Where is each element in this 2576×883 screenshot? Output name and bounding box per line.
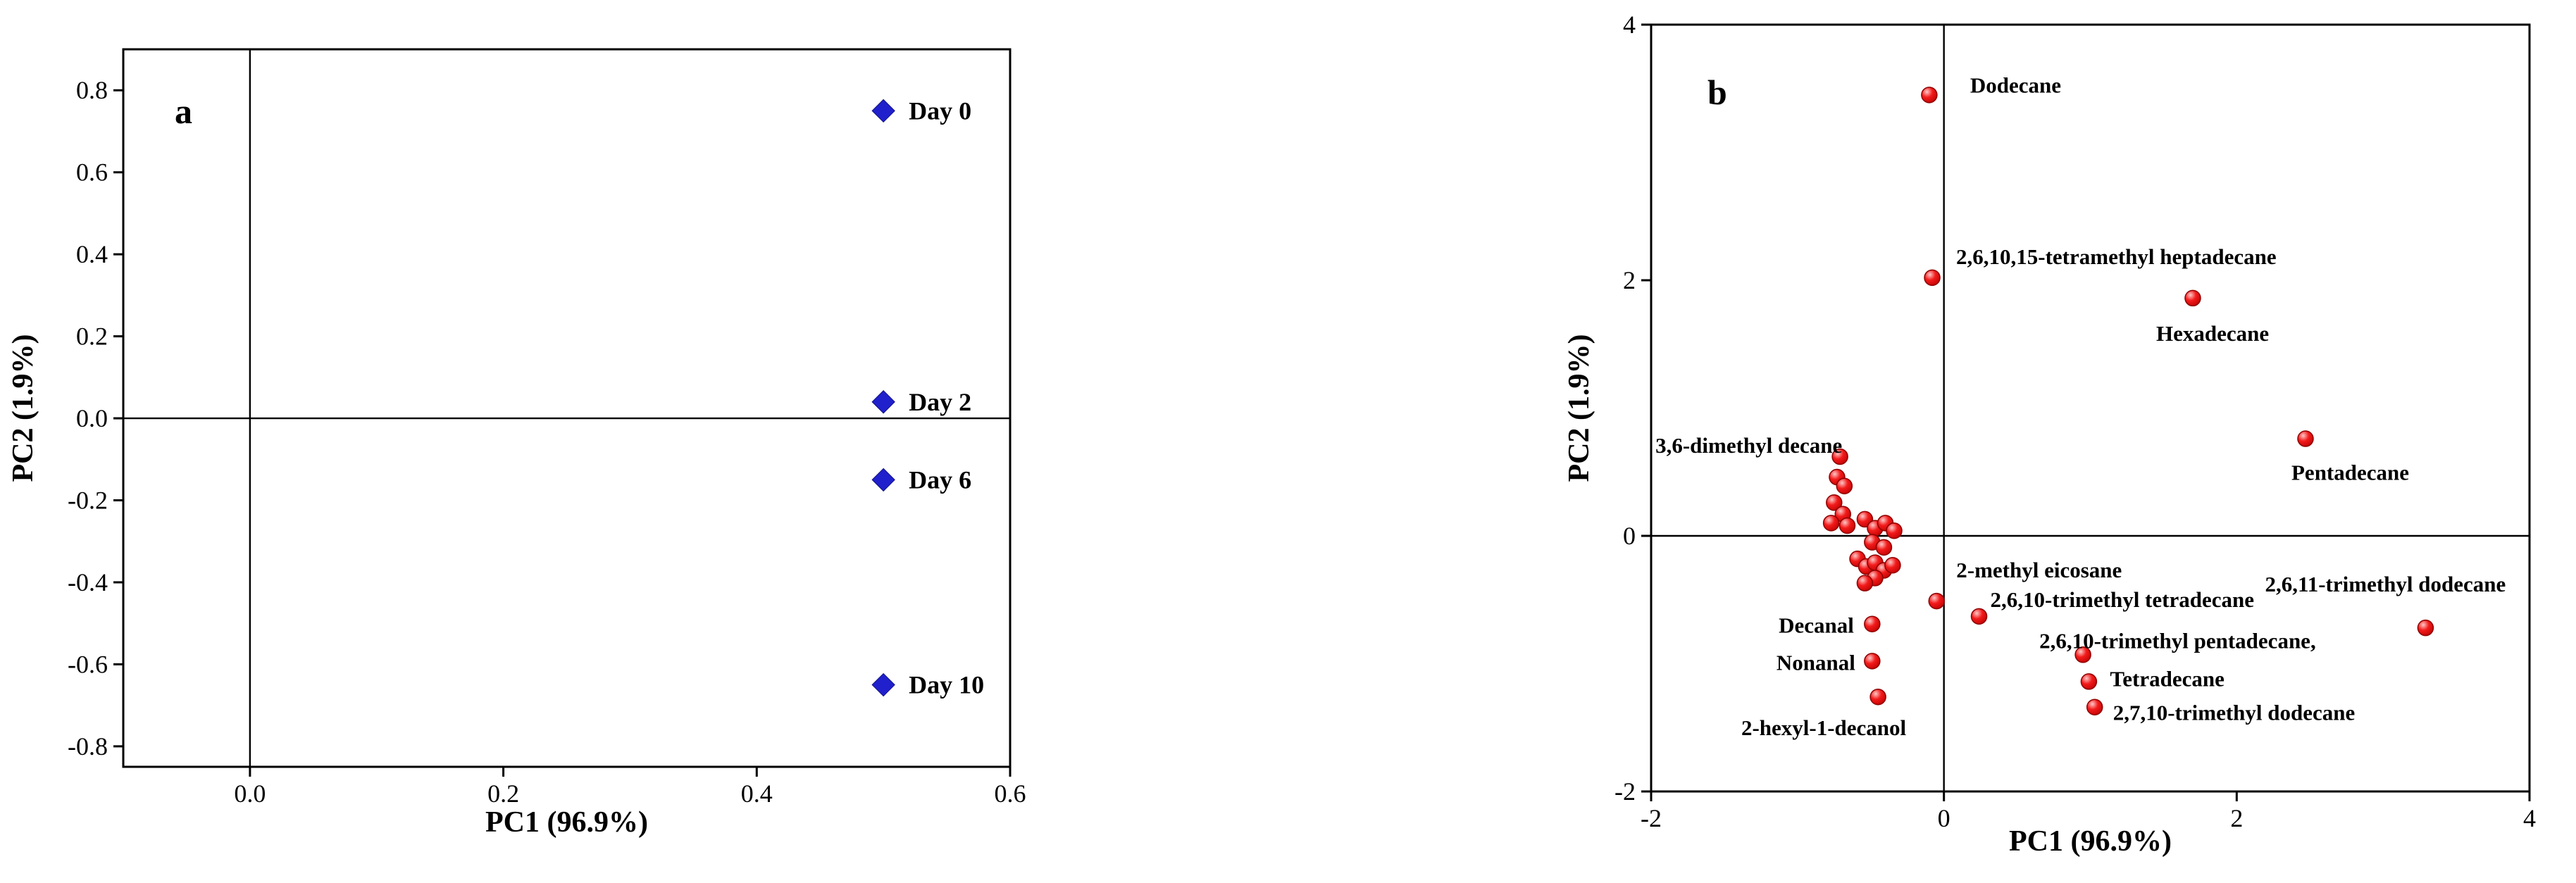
data-point-label: 2-hexyl-1-decanol — [1741, 715, 1907, 740]
data-point — [1875, 539, 1893, 556]
data-point — [2184, 289, 2201, 307]
data-point-label: 3,6-dimethyl decane — [1655, 433, 1842, 458]
data-point — [1928, 592, 1946, 610]
y-tick-label: 0.4 — [76, 240, 108, 268]
data-point-label: 2,6,11-trimethyl dodecane — [2265, 572, 2506, 596]
data-point — [1831, 448, 1848, 465]
x-tick-label: 0.4 — [741, 779, 773, 808]
y-axis-title: PC2 (1.9%) — [7, 334, 39, 482]
data-point-label: Day 0 — [909, 96, 971, 125]
data-point — [1864, 653, 1881, 670]
data-point-label: Tetradecane — [2110, 666, 2224, 691]
data-point — [1886, 522, 1903, 539]
panel-a: 0.0 0.2 0.4 0.6 -0.8 -0.6 -0.4 -0.2 0.0 0.2 0.4 0.6… — [7, 48, 1026, 839]
data-point — [1826, 494, 1843, 511]
data-point-label: 2,6,10-trimethyl pentadecane, — [2039, 628, 2316, 653]
data-point — [871, 468, 895, 492]
data-point-label: 2,7,10-trimethyl dodecane — [2113, 701, 2356, 725]
y-tick-label: -0.4 — [68, 568, 108, 596]
x-tick-label: 0 — [1938, 804, 1950, 832]
plot-frame — [1650, 23, 2531, 793]
data-point-label: Decanal — [1779, 613, 1854, 638]
data-point-label: 2,6,10,15-tetramethyl heptadecane — [1956, 244, 2277, 269]
plot-frame — [122, 48, 1012, 768]
data-point — [1838, 517, 1856, 534]
data-point — [1924, 269, 1941, 287]
data-point — [1869, 688, 1886, 706]
y-tick-label: 0 — [1623, 522, 1636, 550]
panel-letter-a: a — [175, 92, 192, 131]
y-tick-label: -0.6 — [68, 650, 108, 678]
data-point — [1970, 608, 1988, 625]
y-axis-title: PC2 (1.9%) — [1563, 334, 1595, 482]
data-point — [1856, 575, 1874, 591]
data-point — [1884, 556, 1901, 574]
y-tick-label: -0.8 — [68, 732, 108, 760]
y-tick-label: -0.2 — [68, 487, 108, 515]
x-tick-label: 0.6 — [995, 779, 1026, 808]
data-point — [2080, 673, 2098, 690]
y-tick-label: 0.8 — [76, 76, 108, 104]
data-point — [871, 99, 895, 123]
data-point — [1921, 87, 1938, 104]
data-point — [1864, 615, 1881, 632]
x-tick-label: 2 — [2230, 804, 2243, 832]
data-point-label: Dodecane — [1970, 73, 2061, 97]
x-tick-label: -2 — [1641, 804, 1662, 832]
y-tick-label: 2 — [1623, 266, 1636, 294]
data-point — [1822, 515, 1840, 532]
data-point-label: Day 2 — [909, 388, 971, 416]
data-point-label: 2,6,10-trimethyl tetradecane — [1991, 587, 2254, 612]
y-tick-label: 4 — [1623, 11, 1636, 39]
y-tick-label: 0.6 — [76, 158, 108, 187]
data-point-label: Day 10 — [909, 671, 984, 699]
x-axis-title: PC1 (96.9%) — [2009, 825, 2172, 858]
data-point — [1836, 477, 1853, 494]
data-point-label: Nonanal — [1777, 650, 1855, 675]
data-point-label: Hexadecane — [2156, 321, 2269, 346]
data-point-label: Day 6 — [909, 465, 971, 494]
y-tick-label: -2 — [1614, 777, 1636, 806]
x-axis-title: PC1 (96.9%) — [485, 806, 648, 839]
panel-b: -2 0 2 4 -2 0 2 4 PC1 (96.9%) PC2 (1.9%) b Dodecane… — [1563, 11, 2536, 858]
data-point — [2417, 619, 2434, 637]
data-point — [2074, 646, 2091, 663]
x-tick-label: 4 — [2523, 804, 2536, 832]
data-point — [871, 672, 895, 697]
data-point — [2086, 699, 2103, 715]
data-point-label: 2-methyl eicosane — [1956, 558, 2122, 582]
data-point-label: Pentadecane — [2291, 461, 2409, 485]
y-tick-label: 0.2 — [76, 322, 108, 351]
y-tick-label: 0.0 — [76, 404, 108, 432]
panel-letter-b: b — [1707, 73, 1727, 112]
data-point — [871, 390, 895, 414]
data-point — [2297, 430, 2314, 447]
x-tick-label: 0.2 — [487, 779, 519, 808]
x-tick-label: 0.0 — [234, 779, 266, 808]
